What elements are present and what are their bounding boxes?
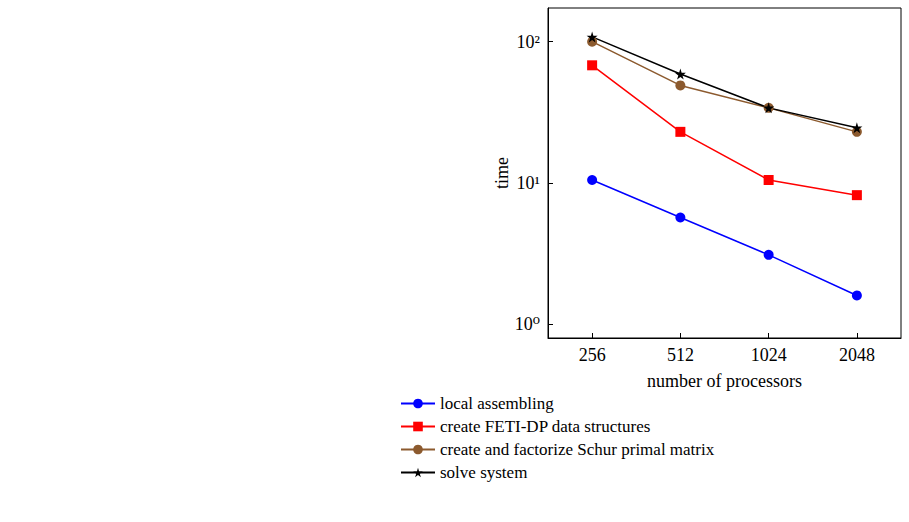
svg-text:create and factorize Schur pri: create and factorize Schur primal matrix [440, 440, 715, 459]
svg-text:2048: 2048 [839, 345, 875, 365]
svg-text:create FETI-DP data structures: create FETI-DP data structures [440, 417, 650, 436]
svg-text:256: 256 [579, 345, 606, 365]
svg-text:10⁰: 10⁰ [515, 314, 540, 334]
svg-text:512: 512 [667, 345, 694, 365]
svg-text:local assembling: local assembling [440, 394, 554, 413]
svg-text:10¹: 10¹ [517, 173, 540, 193]
svg-text:1024: 1024 [751, 345, 787, 365]
svg-text:solve system: solve system [440, 463, 527, 482]
svg-text:time: time [492, 157, 512, 189]
svg-text:number of processors: number of processors [647, 371, 802, 391]
svg-text:10²: 10² [517, 32, 540, 52]
